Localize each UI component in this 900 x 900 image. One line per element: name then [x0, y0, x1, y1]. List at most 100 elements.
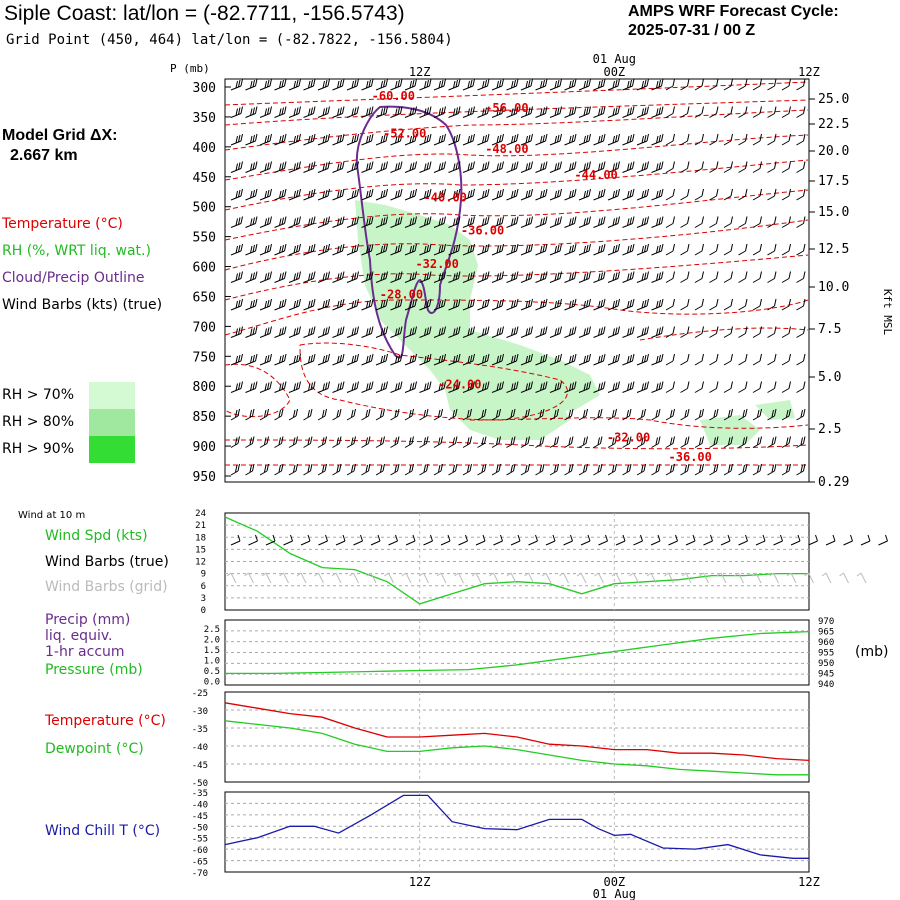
wind-barb — [767, 326, 777, 338]
wind-barb — [230, 408, 240, 421]
wind-barb-feather — [510, 409, 513, 418]
wind-barb-staff — [636, 470, 645, 476]
wind-barb-feather — [255, 106, 258, 114]
wind-barb-feather — [656, 383, 659, 391]
wind-barb-feather — [322, 80, 325, 89]
wind-barb-feather — [467, 80, 470, 89]
wind-barb-feather — [716, 243, 719, 252]
wind-barb-feather — [429, 216, 432, 224]
wind-barb-feather — [293, 437, 296, 445]
wind-barb-feather — [281, 327, 284, 335]
wind-barb — [259, 381, 272, 393]
wind-barb-feather — [672, 381, 675, 389]
wind-barb — [346, 216, 359, 228]
wind-barb-feather — [238, 79, 241, 88]
wind-barb-true — [545, 540, 556, 546]
wind-barb — [317, 106, 330, 118]
wind-barb-staff — [680, 470, 688, 476]
wind-barb-feather — [716, 463, 719, 472]
wind-barb-feather — [516, 353, 519, 362]
windchill-y-tick: -60 — [192, 846, 208, 856]
wind-barb-true — [843, 540, 853, 546]
wind-barb-feather — [583, 190, 586, 199]
wind-barb — [462, 436, 472, 448]
wind-barb-staff — [419, 443, 427, 448]
wind-barb — [781, 353, 791, 366]
wind-barb-grid — [370, 572, 377, 584]
wind-barb-feather — [658, 408, 661, 417]
wind-barb — [491, 436, 501, 448]
wind-barb-feather — [279, 190, 282, 199]
wind-barb-feather — [499, 244, 502, 253]
wind-barb-feather — [252, 107, 255, 115]
wind-barb-feather — [600, 217, 603, 225]
wind-barb-feather — [455, 382, 458, 390]
wind-barb-feather — [409, 437, 412, 445]
wind-barb — [288, 78, 301, 91]
legend-windchill: Wind Chill T (°C) — [45, 823, 161, 839]
wind-barb — [491, 243, 504, 256]
wind-barb-feather — [632, 271, 635, 279]
wind-barb-staff — [274, 415, 282, 421]
wind-barb-feather — [658, 272, 661, 280]
wind-barb-feather — [730, 133, 733, 142]
pressure-tick-label: 750 — [193, 350, 216, 365]
wind-barb-feather — [284, 298, 287, 307]
wind-barb-feather — [469, 463, 472, 472]
wind-barb — [564, 326, 577, 338]
wind-barb — [288, 243, 301, 256]
wind-barb — [752, 243, 762, 256]
wind-barb-feather — [337, 300, 340, 309]
wind-barb-feather — [453, 355, 456, 364]
wind-barb-feather — [438, 190, 441, 199]
wind-barb-feather — [351, 300, 354, 309]
wind-barb — [781, 298, 791, 311]
wind-barb-feather — [383, 299, 386, 308]
wind-barb-feather — [366, 80, 369, 89]
wind-barb-feather — [684, 409, 687, 418]
wind-barb — [651, 298, 664, 311]
wind-barb-feather — [571, 244, 574, 253]
wind-barb-feather — [264, 218, 267, 226]
wind-barb — [767, 271, 777, 283]
wind-barb-staff — [259, 443, 268, 448]
wind-barb-feather — [627, 355, 630, 364]
wind-barb-feather — [467, 355, 470, 364]
wind-barb-feather — [670, 437, 673, 445]
wind-barb-feather — [252, 299, 255, 308]
wind-barb-feather — [441, 244, 444, 253]
wind-barb-feather — [554, 409, 557, 418]
cloud-outline — [355, 105, 463, 359]
wind-barb-feather — [395, 80, 398, 89]
wind-barb — [709, 298, 719, 311]
wind-barb-feather — [467, 190, 470, 199]
wind-barb-true-feather — [675, 534, 678, 542]
rh-region — [355, 200, 600, 415]
wind-barb-true — [440, 540, 451, 546]
wind-barb-staff — [752, 223, 761, 228]
wind-barb-feather — [441, 354, 444, 363]
wind-barb-feather — [501, 216, 504, 224]
wind-barb-staff — [506, 415, 514, 421]
wind-barb — [549, 188, 562, 201]
wind-y-tick: 18 — [195, 533, 206, 543]
wind-barb — [752, 381, 762, 393]
wind-barb-feather — [351, 409, 354, 418]
wind-barb — [288, 216, 301, 228]
wind-barb-feather — [646, 326, 649, 334]
wind-barb-feather — [240, 243, 243, 252]
wind-barb-true-feather — [482, 534, 486, 542]
wind-barb-staff — [723, 305, 732, 311]
wind-barb — [462, 216, 475, 228]
wind-barb-staff — [767, 113, 775, 118]
wind-barb — [346, 188, 359, 201]
wind-barb — [564, 161, 577, 173]
wind-barb — [317, 188, 330, 201]
height-tick-label: 5.0 — [818, 370, 841, 385]
wind-barb-feather — [542, 382, 545, 390]
wind-barb-feather — [583, 437, 586, 445]
wind-barb-staff — [738, 278, 746, 283]
wind-barb-feather — [380, 135, 383, 144]
wind-barb-feather — [745, 353, 748, 362]
wind-barb-feather — [308, 383, 311, 391]
